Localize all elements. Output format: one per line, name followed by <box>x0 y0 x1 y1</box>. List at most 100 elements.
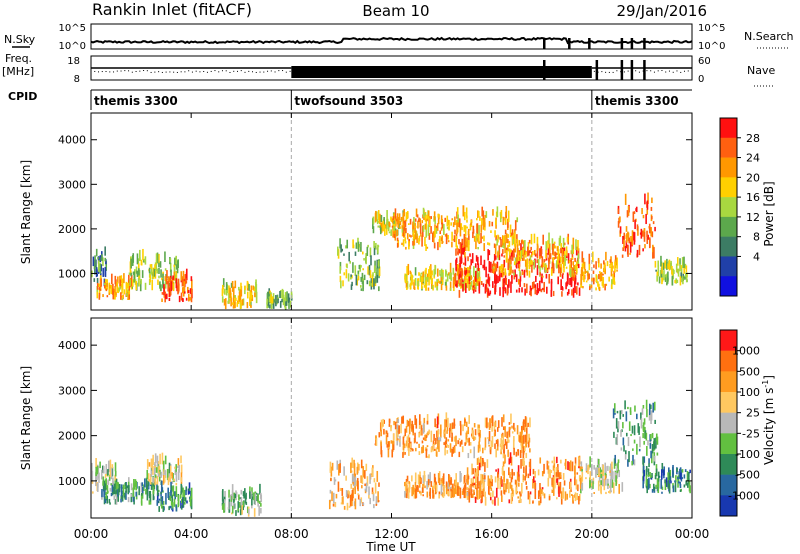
velocity-cell <box>105 463 108 474</box>
power-cell <box>514 269 516 278</box>
power-cell <box>496 261 499 269</box>
power-cell <box>651 216 653 220</box>
velocity-cell <box>497 440 499 447</box>
velocity-cell <box>681 477 683 480</box>
velocity-cell <box>361 485 363 489</box>
power-cell <box>439 280 441 284</box>
power-cell <box>542 262 545 268</box>
power-cell <box>520 243 522 254</box>
power-cell <box>679 263 681 272</box>
velocity-cell <box>422 445 425 453</box>
power-cell <box>546 269 549 273</box>
power-cell <box>599 272 602 282</box>
power-cell <box>445 285 448 291</box>
power-cell <box>575 239 577 251</box>
power-cell <box>405 246 407 250</box>
velocity-cell <box>439 436 442 442</box>
velocity-cell <box>639 436 641 448</box>
power-cell <box>376 259 379 269</box>
velocity-cell <box>650 475 652 480</box>
velocity-cell <box>449 448 452 453</box>
velocity-cell <box>466 467 469 478</box>
velocity-cell <box>446 444 448 447</box>
velocity-cell <box>571 494 573 496</box>
velocity-cell <box>543 493 546 499</box>
velocity-cell <box>458 438 461 441</box>
velocity-cell <box>115 491 117 497</box>
power-cell <box>96 282 99 290</box>
velocity-cell <box>455 435 457 447</box>
power-cell <box>166 270 168 279</box>
power-cell <box>468 279 470 290</box>
power-cell <box>668 259 671 271</box>
power-cell <box>604 269 606 275</box>
power-cell <box>428 233 431 240</box>
velocity-cell <box>655 437 657 449</box>
power-cell <box>369 270 372 279</box>
velocity-cell <box>590 481 593 488</box>
velocity-cell <box>152 484 155 488</box>
velocity-cell <box>509 426 511 430</box>
power-cell <box>563 261 565 273</box>
velocity-cell <box>676 467 678 473</box>
velocity-cell <box>95 457 97 469</box>
power-cell <box>436 225 438 229</box>
velocity-cell <box>488 444 490 447</box>
velocity-cell <box>539 495 542 504</box>
velocity-cell <box>158 506 161 512</box>
velocity-cell <box>435 481 437 485</box>
velocity-cell <box>578 495 580 505</box>
velocity-cell <box>509 452 512 464</box>
power-cell <box>392 226 394 238</box>
velocity-cell <box>380 443 382 455</box>
power-cell <box>524 259 527 267</box>
velocity-cell <box>117 488 120 496</box>
power-cell <box>531 265 533 273</box>
power-cell <box>552 243 554 255</box>
velocity-cell <box>104 496 107 504</box>
power-cell <box>471 285 474 291</box>
velocity-cell <box>156 475 159 485</box>
velocity-cell <box>675 475 677 483</box>
velocity-cell <box>418 431 421 435</box>
velocity-cell <box>645 432 648 441</box>
power-cell <box>548 243 551 255</box>
power-cell <box>566 236 569 243</box>
colorbar-swatch <box>720 118 737 139</box>
power-cell <box>483 243 486 252</box>
power-cell <box>565 246 568 256</box>
power-cell <box>617 208 620 214</box>
power-cell <box>523 283 526 288</box>
velocity-cell <box>173 491 176 497</box>
velocity-cell <box>96 469 98 481</box>
power-cell <box>520 250 523 259</box>
power-cell <box>565 266 568 269</box>
velocity-cell <box>651 432 654 439</box>
velocity-cell <box>609 470 611 473</box>
power-cell <box>349 260 351 264</box>
power-cell <box>352 244 355 249</box>
power-cell <box>571 257 574 260</box>
power-cell <box>679 276 682 286</box>
y-tick-label: 3000 <box>58 178 86 191</box>
nsky-tick-top: 10^5 <box>59 23 86 34</box>
nave-dot <box>282 70 284 72</box>
velocity-cell <box>103 480 105 489</box>
power-cell <box>419 223 422 234</box>
velocity-cell <box>120 487 123 497</box>
nave-dot <box>255 71 257 73</box>
power-cell <box>409 218 412 225</box>
power-cell <box>545 264 548 271</box>
velocity-cell <box>664 479 666 484</box>
velocity-cell <box>656 436 659 445</box>
velocity-cell <box>504 426 506 437</box>
power-cell <box>176 267 179 274</box>
velocity-cell <box>437 429 439 438</box>
power-cell <box>558 266 560 274</box>
velocity-cell <box>468 493 471 500</box>
velocity-cell <box>689 469 691 474</box>
velocity-cell <box>476 458 479 465</box>
power-cell <box>524 288 526 296</box>
